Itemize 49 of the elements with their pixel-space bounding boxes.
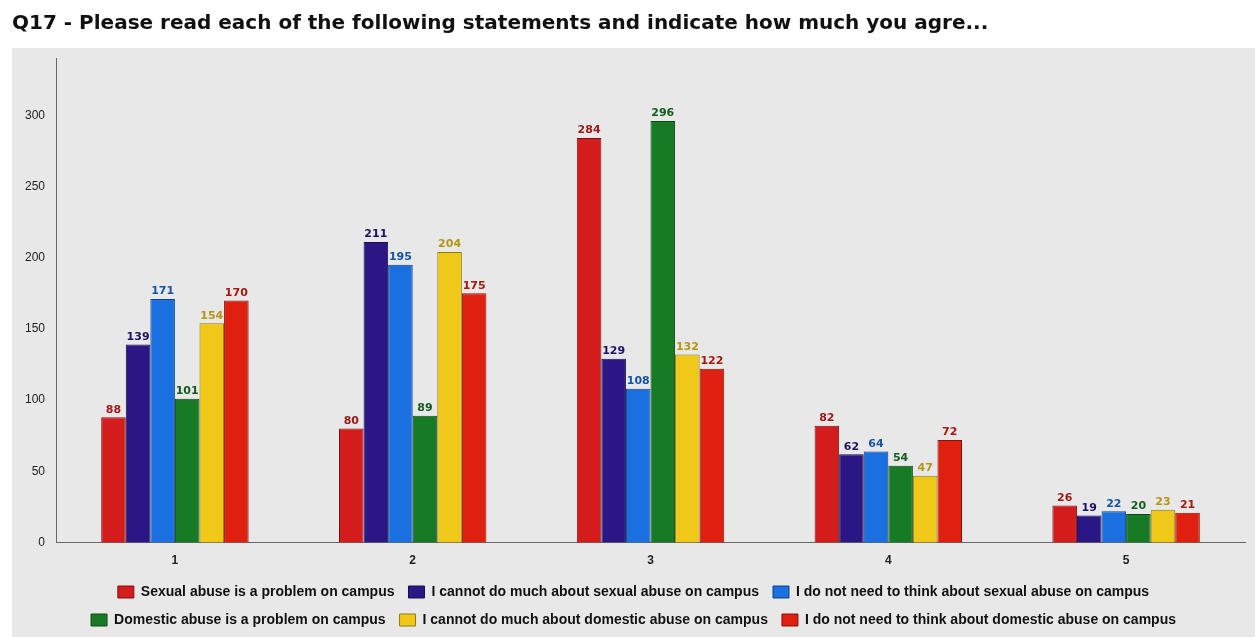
y-tick-label: 250	[24, 178, 46, 193]
data-label: 129	[602, 344, 626, 358]
data-label: 171	[151, 284, 175, 298]
data-label: 21	[1179, 498, 1196, 512]
data-label: 154	[200, 308, 224, 322]
chart-title: Q17 - Please read each of the following statements and indicate how much you agre...	[12, 10, 989, 34]
legend-label: Sexual abuse is a problem on campus	[140, 582, 395, 599]
y-tick-label: 100	[24, 392, 46, 407]
data-label: 296	[651, 106, 675, 120]
x-tick-label: 2	[409, 553, 417, 568]
y-tick-label: 0	[38, 534, 46, 549]
data-label: 26	[1057, 490, 1073, 504]
data-label: 62	[843, 439, 860, 453]
x-tick-label: 4	[884, 553, 892, 568]
data-label: 284	[577, 123, 601, 137]
data-label: 54	[892, 451, 909, 465]
x-tick-label: 1	[171, 553, 179, 568]
data-label: 108	[626, 374, 650, 388]
data-label: 175	[462, 278, 486, 292]
y-tick-label: 200	[24, 249, 46, 264]
data-label: 170	[224, 285, 249, 299]
data-label: 204	[438, 237, 462, 251]
data-label: 20	[1130, 499, 1147, 513]
legend-label: Domestic abuse is a problem on campus	[114, 610, 386, 627]
data-label: 211	[364, 227, 388, 241]
legend-label: I cannot do much about domestic abuse on campus	[422, 610, 769, 627]
data-label: 47	[917, 461, 933, 474]
data-label: 72	[942, 425, 958, 439]
data-label: 80	[343, 413, 360, 427]
legend-label: I do not need to think about domestic abuse on campus	[804, 610, 1177, 627]
data-label: 132	[675, 339, 699, 353]
data-label: 64	[868, 436, 885, 450]
legend-label: I do not need to think about sexual abuse on campus	[796, 582, 1150, 599]
legend-label: I cannot do much about sexual abuse on campus	[431, 582, 760, 599]
data-label: 139	[126, 329, 150, 343]
x-tick-label: 3	[647, 553, 655, 568]
data-label: 82	[819, 411, 835, 425]
data-label: 23	[1155, 495, 1171, 509]
data-label: 22	[1106, 496, 1122, 510]
y-tick-label: 150	[24, 321, 46, 336]
y-tick-label: 300	[24, 107, 46, 122]
data-label: 195	[388, 250, 412, 264]
x-tick-label: 5	[1122, 553, 1130, 568]
data-label: 88	[105, 402, 122, 416]
y-tick-label: 50	[31, 463, 46, 478]
data-label: 19	[1081, 500, 1097, 514]
data-label: 101	[175, 384, 199, 398]
data-label: 122	[700, 354, 724, 368]
data-label: 89	[417, 401, 433, 415]
